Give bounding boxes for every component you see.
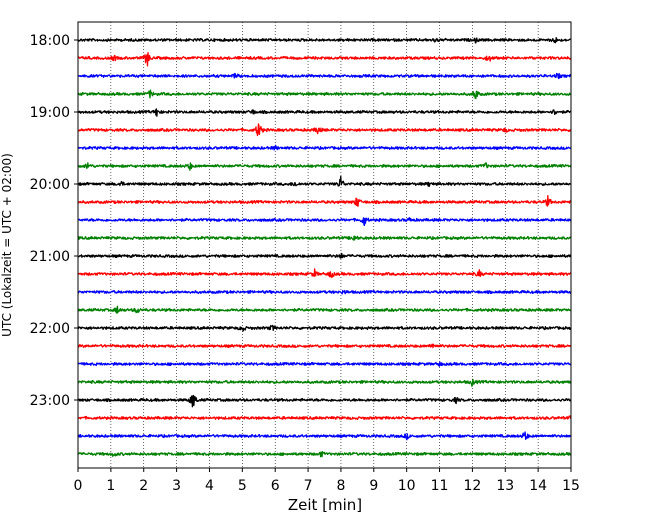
x-tick-label: 0: [74, 478, 83, 494]
x-tick-label: 2: [139, 478, 148, 494]
trace-line: [77, 37, 572, 44]
y-axis-label: UTC (Lokalzeit = UTC + 02:00): [0, 153, 14, 337]
trace-line: [77, 144, 572, 151]
trace-line: [77, 324, 572, 332]
trace-line: [77, 268, 572, 279]
trace-line: [77, 394, 572, 408]
x-tick-label: 6: [271, 478, 280, 494]
y-tick-label: 18:00: [30, 33, 70, 49]
y-tick-label: 21:00: [30, 249, 70, 265]
y-tick-label: 19:00: [30, 105, 70, 121]
x-tick-label: 4: [205, 478, 214, 494]
x-tick-label: 9: [369, 478, 378, 494]
trace-line: [77, 252, 572, 259]
trace-line: [77, 52, 572, 67]
x-tick-label: 11: [431, 478, 449, 494]
trace-line: [77, 431, 572, 441]
x-tick-label: 15: [562, 478, 580, 494]
trace-line: [77, 343, 572, 349]
trace-line: [77, 162, 572, 171]
x-tick-label: 1: [106, 478, 115, 494]
y-tick-label: 22:00: [30, 321, 70, 337]
x-tick-label: 8: [336, 478, 345, 494]
trace-line: [77, 108, 572, 117]
x-tick-label: 7: [304, 478, 313, 494]
trace-line: [77, 451, 572, 458]
trace-line: [77, 89, 572, 100]
y-tick-label: 23:00: [30, 393, 70, 409]
plot-frame: [77, 21, 572, 469]
trace-line: [77, 175, 572, 188]
x-axis-ticks: 0 1 2 3 4 5 6 7 8 9 10 11 12 13 14 15: [74, 468, 580, 494]
trace-line: [77, 235, 572, 241]
x-tick-label: 14: [529, 478, 547, 494]
trace-line: [77, 305, 572, 314]
x-tick-label: 3: [172, 478, 181, 494]
trace-line: [77, 216, 572, 227]
trace-line: [77, 361, 572, 367]
x-tick-label: 13: [496, 478, 514, 494]
trace-line: [77, 415, 572, 421]
y-axis-ticks: 18:00 19:00 20:00 21:00 22:00 23:00: [30, 33, 78, 409]
trace-line: [77, 123, 572, 137]
trace-line: [77, 378, 572, 387]
x-tick-label: 10: [398, 478, 416, 494]
x-axis-label: Zeit [min]: [288, 496, 362, 514]
vertical-grid: [110, 22, 539, 468]
trace-line: [77, 289, 572, 295]
trace-line: [77, 195, 572, 207]
x-tick-label: 5: [238, 478, 247, 494]
y-tick-label: 20:00: [30, 177, 70, 193]
trace-line: [77, 72, 572, 80]
trace-lines: [77, 37, 572, 458]
x-tick-label: 12: [463, 478, 481, 494]
